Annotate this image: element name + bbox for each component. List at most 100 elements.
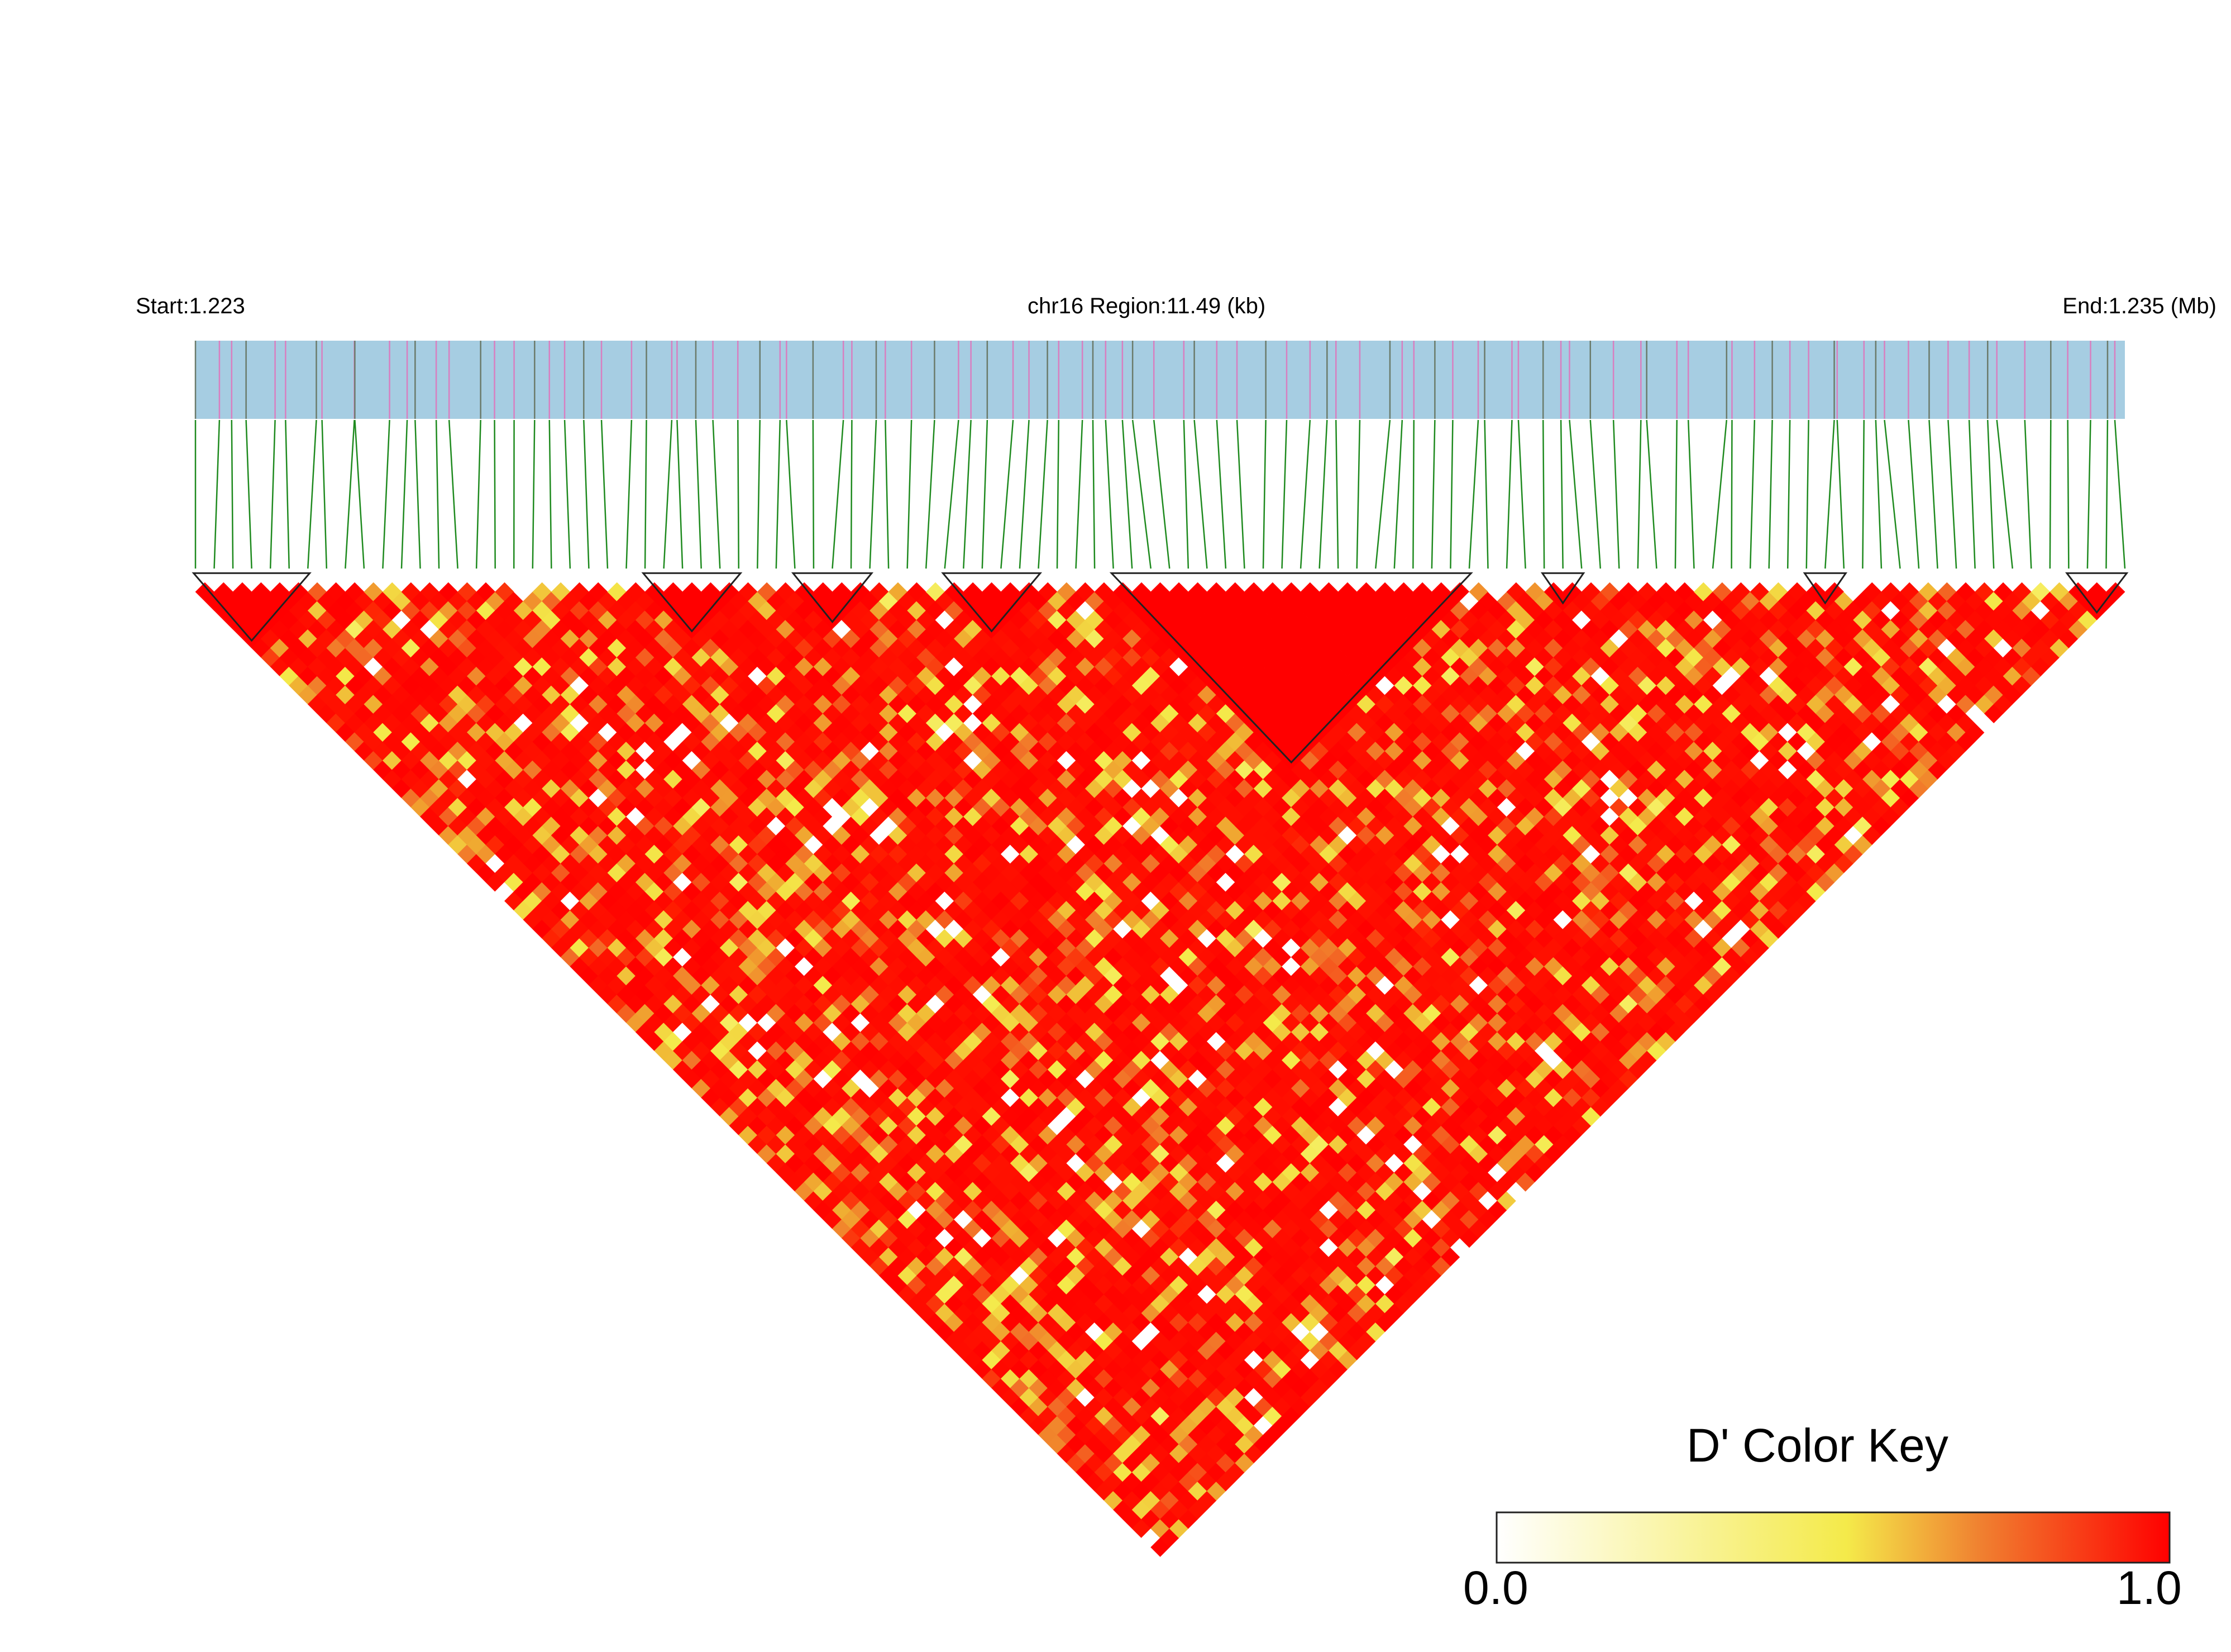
- snp-connector-line: [1908, 420, 1919, 569]
- snp-connector-line: [1237, 420, 1244, 569]
- snp-connector-line: [1876, 420, 1881, 569]
- snp-connector-line: [1001, 420, 1013, 569]
- snp-connector-line: [1688, 420, 1694, 569]
- snp-connector-line: [1195, 420, 1207, 569]
- snp-connector-line: [1997, 420, 2013, 569]
- snp-connector-line: [1638, 420, 1641, 569]
- snp-connector-line: [870, 420, 876, 569]
- snp-connector-line: [1217, 420, 1226, 569]
- snp-connector-line: [1432, 420, 1435, 569]
- snp-connector-line: [415, 420, 420, 569]
- snp-connector-line: [214, 420, 219, 569]
- snp-connector-line: [322, 420, 327, 569]
- snp-connector-line: [584, 420, 589, 569]
- snp-connector-layer: [195, 420, 2125, 569]
- snp-connector-line: [1263, 420, 1266, 569]
- snp-connector-line: [832, 420, 843, 569]
- snp-connector-line: [677, 420, 682, 569]
- snp-connector-line: [550, 420, 552, 569]
- snp-connector-line: [2068, 420, 2069, 569]
- snp-connector-line: [2050, 420, 2051, 569]
- snp-connector-line: [1561, 420, 1563, 569]
- snp-connector-line: [1862, 420, 1864, 569]
- snp-connector-line: [402, 420, 407, 569]
- snp-connector-line: [1076, 420, 1083, 569]
- snp-connector-line: [1613, 420, 1619, 569]
- snp-connector-line: [1469, 420, 1478, 569]
- snp-connector-line: [1038, 420, 1047, 569]
- snp-connector-line: [1154, 420, 1169, 569]
- snp-connector-line: [1450, 420, 1453, 569]
- snp-connector-line: [565, 420, 570, 569]
- snp-connector-line: [449, 420, 457, 569]
- snp-connector-line: [851, 420, 852, 569]
- snp-connector-line: [786, 420, 795, 569]
- snp-connector-line: [1788, 420, 1790, 569]
- snp-connector-line: [232, 420, 233, 569]
- snp-connector-line: [757, 420, 759, 569]
- snp-connector-line: [1988, 420, 1994, 569]
- snp-connector-line: [246, 420, 252, 569]
- snp-connector-line: [1590, 420, 1601, 569]
- snp-connector-line: [1184, 420, 1188, 569]
- snp-connector-line: [1807, 420, 1809, 569]
- snp-connector-line: [383, 420, 389, 569]
- snp-connector-line: [1969, 420, 1975, 569]
- snp-connector-line: [664, 420, 672, 569]
- snp-connector-line: [1301, 420, 1310, 569]
- snp-connector-line: [1282, 420, 1287, 569]
- snp-connector-line: [696, 420, 701, 569]
- snp-connector-line: [1093, 420, 1095, 569]
- snp-connector-line: [1375, 420, 1390, 569]
- snp-connector-line: [1320, 420, 1327, 569]
- snp-connector-line: [1394, 420, 1402, 569]
- snp-connector-line: [963, 420, 971, 569]
- snp-connector-line: [1020, 420, 1029, 569]
- snp-connector-line: [776, 420, 780, 569]
- snp-connector-line: [713, 420, 720, 569]
- snp-connector-line: [738, 420, 739, 569]
- snp-connector-line: [982, 420, 987, 569]
- snp-connector-line: [645, 420, 646, 569]
- snp-connector-line: [2087, 420, 2091, 569]
- snp-connector-line: [2106, 420, 2107, 569]
- snp-connector-line: [1133, 420, 1151, 569]
- snp-connector-line: [1518, 420, 1526, 569]
- snp-connector-line: [1569, 420, 1582, 569]
- snp-connector-line: [1769, 420, 1773, 569]
- snp-connector-line: [601, 420, 608, 569]
- snp-connector-line: [813, 420, 814, 569]
- snp-connector-line: [1884, 420, 1900, 569]
- snp-connector-line: [285, 420, 289, 569]
- snp-connector-line: [1122, 420, 1132, 569]
- snp-connector-line: [436, 420, 439, 569]
- snp-connector-line: [476, 420, 481, 569]
- snp-connector-line: [1336, 420, 1338, 569]
- snp-connector-line: [926, 420, 934, 569]
- snp-connector-line: [1485, 420, 1488, 569]
- snp-connector-line: [627, 420, 632, 569]
- snp-connector-line: [2115, 420, 2125, 569]
- snp-connector-line: [355, 420, 364, 569]
- snp-connector-line: [1948, 420, 1956, 569]
- snp-connector-line: [885, 420, 888, 569]
- ld-cell-layer: [195, 583, 2125, 1556]
- snp-tick-layer: [195, 341, 2125, 419]
- snp-connector-line: [1825, 420, 1834, 569]
- snp-connector-line: [1929, 420, 1937, 569]
- snp-connector-line: [1507, 420, 1512, 569]
- snp-connector-line: [907, 420, 911, 569]
- snp-connector-line: [1750, 420, 1755, 569]
- snp-connector-line: [1543, 420, 1544, 569]
- snp-connector-line: [345, 420, 354, 569]
- snp-connector-line: [1713, 420, 1727, 569]
- snp-connector-line: [1647, 420, 1657, 569]
- snp-connector-line: [1106, 420, 1114, 569]
- snp-connector-line: [308, 420, 316, 569]
- snp-connector-line: [533, 420, 535, 569]
- position-bar: [195, 341, 2125, 419]
- snp-connector-line: [945, 420, 959, 569]
- snp-connector-line: [270, 420, 275, 569]
- snp-connector-line: [1837, 420, 1844, 569]
